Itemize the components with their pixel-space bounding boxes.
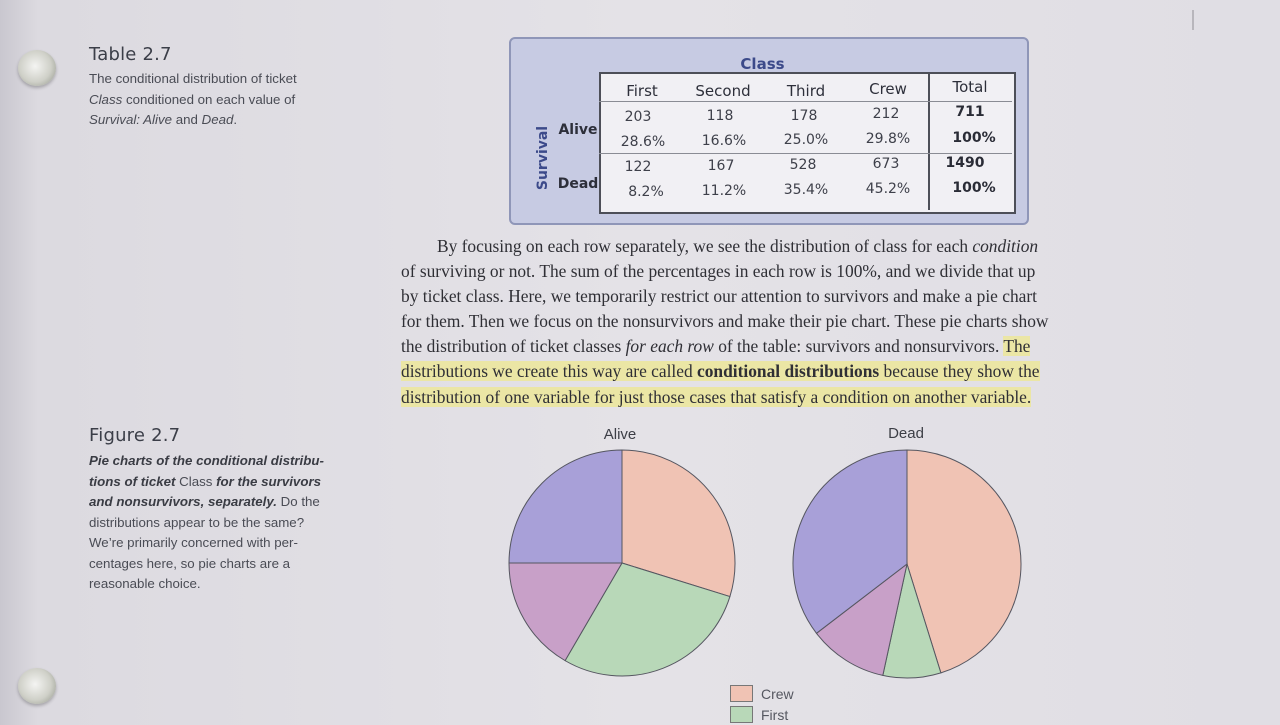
figure-caption-title: Figure 2.7 — [89, 425, 181, 446]
table-caption-and: and — [172, 112, 202, 127]
dead-total-count: 1490 — [945, 155, 985, 171]
body-line-6b: because they show the — [879, 361, 1040, 382]
dead-third-percent: 35.4% — [783, 182, 829, 198]
body-highlight-start: The — [1003, 336, 1031, 357]
figure-caption-bold2b: for the survivors — [212, 473, 322, 489]
body-paragraph: By focusing on each row separately, we s… — [401, 234, 1146, 410]
alive-crew-count: 212 — [872, 106, 900, 122]
pie-title-alive: Alive — [603, 426, 637, 443]
row-label-alive: Alive — [558, 122, 598, 138]
body-line-1: By focusing on each row separately, we s… — [437, 236, 973, 256]
legend-label-crew: Crew — [761, 685, 794, 702]
legend-item-first: First — [730, 704, 794, 725]
figure-caption-line7: reasonable choice. — [89, 576, 201, 591]
table-row-divider — [599, 153, 1012, 154]
binder-ring-bottom — [18, 668, 56, 704]
table-caption-dead: Dead — [201, 112, 234, 127]
dead-first-percent: 8.2% — [628, 184, 664, 200]
figure-caption-class: Class — [179, 473, 213, 489]
alive-total-count: 711 — [955, 104, 985, 120]
dead-second-count: 167 — [707, 158, 735, 174]
table-caption-alive: Survival: Alive — [89, 112, 173, 127]
figure-caption-bold3: and nonsurvivors, separately. — [89, 494, 277, 509]
col-header-crew: Crew — [869, 80, 907, 98]
class-header: Class — [740, 55, 785, 73]
pie-title-dead: Dead — [888, 425, 924, 442]
col-header-second: Second — [695, 82, 751, 100]
pie-chart-alive — [508, 449, 736, 677]
col-header-first: First — [626, 82, 658, 100]
body-line-7: distribution of one variable for just th… — [401, 386, 1032, 407]
pie-slice-dead-crew — [906, 449, 1022, 674]
dead-crew-count: 673 — [872, 156, 900, 172]
row-label-dead: Dead — [557, 176, 599, 192]
dead-second-percent: 11.2% — [701, 183, 747, 199]
table-caption-line1: The conditional distribution of ticket — [89, 71, 297, 86]
pie-slice-alive-second — [508, 562, 623, 662]
body-line-2: of surviving or not. The sum of the perc… — [401, 261, 1036, 282]
legend-swatch-first — [730, 706, 753, 723]
table-caption-end: . — [233, 112, 238, 127]
table-divider-total — [928, 72, 930, 210]
legend-label-first: First — [761, 706, 789, 723]
dead-first-count: 122 — [624, 159, 652, 175]
contingency-table-body — [599, 72, 1016, 214]
figure-caption-text: Pie charts of the conditional distribu- … — [89, 451, 359, 595]
page-crease — [1192, 10, 1194, 30]
body-line-3: by ticket class. Here, we temporarily re… — [401, 286, 1037, 307]
table-caption-text: The conditional distribution of ticket C… — [89, 69, 359, 131]
figure-caption-line4: distributions appear to be the same? — [89, 514, 305, 530]
pie-slice-dead-second — [815, 562, 908, 677]
alive-first-count: 203 — [624, 109, 652, 125]
alive-total-percent: 100% — [952, 130, 996, 146]
alive-second-percent: 16.6% — [701, 133, 747, 149]
pie-slice-alive-crew — [621, 449, 736, 598]
dead-third-count: 528 — [789, 157, 817, 173]
pie-slice-alive-third — [508, 449, 623, 564]
pie-slice-alive-first — [564, 562, 731, 677]
pie-slice-dead-third — [792, 449, 908, 635]
body-line-5b: of the table: survivors and nonsurvivors… — [713, 336, 1004, 357]
figure-caption-rest3: Do the — [276, 494, 320, 509]
figure-caption-bold2a: tions of ticket — [89, 473, 180, 489]
legend-swatch-crew — [730, 685, 753, 702]
body-condition-italic: condition — [972, 236, 1039, 256]
alive-third-count: 178 — [790, 108, 818, 124]
body-line-5a: the distribution of ticket classes — [401, 336, 626, 357]
col-header-third: Third — [786, 82, 826, 100]
table-header-divider — [599, 101, 1012, 102]
alive-first-percent: 28.6% — [620, 134, 666, 150]
survival-header: Survival — [535, 125, 551, 191]
body-highlight-line6: distributions we create this way are cal… — [401, 361, 1040, 382]
figure-caption-line6: centages here, so pie charts are a — [89, 555, 291, 571]
alive-third-percent: 25.0% — [783, 132, 829, 148]
table-caption-title: Table 2.7 — [89, 44, 172, 65]
col-header-total: Total — [952, 78, 988, 96]
figure-caption-line5: We’re primarily concerned with per- — [89, 535, 298, 550]
dead-crew-percent: 45.2% — [865, 181, 911, 197]
body-conditional-distributions: conditional distributions — [697, 361, 880, 382]
chart-legend: Crew First — [730, 683, 794, 725]
table-caption-class: Class — [89, 91, 123, 107]
body-for-each-row: for each row — [625, 336, 714, 357]
figure-caption-bold1: Pie charts of the conditional distribu- — [89, 453, 324, 468]
legend-item-crew: Crew — [730, 683, 794, 704]
body-line-4: for them. Then we focus on the nonsurviv… — [401, 311, 1049, 332]
binder-ring-top — [18, 50, 56, 86]
pie-chart-dead — [792, 449, 1022, 679]
alive-second-count: 118 — [706, 108, 734, 124]
body-line-6a: distributions we create this way are cal… — [401, 361, 698, 382]
table-caption-line2: conditioned on each value of — [122, 91, 296, 107]
dead-total-percent: 100% — [952, 180, 996, 196]
alive-crew-percent: 29.8% — [865, 131, 911, 147]
